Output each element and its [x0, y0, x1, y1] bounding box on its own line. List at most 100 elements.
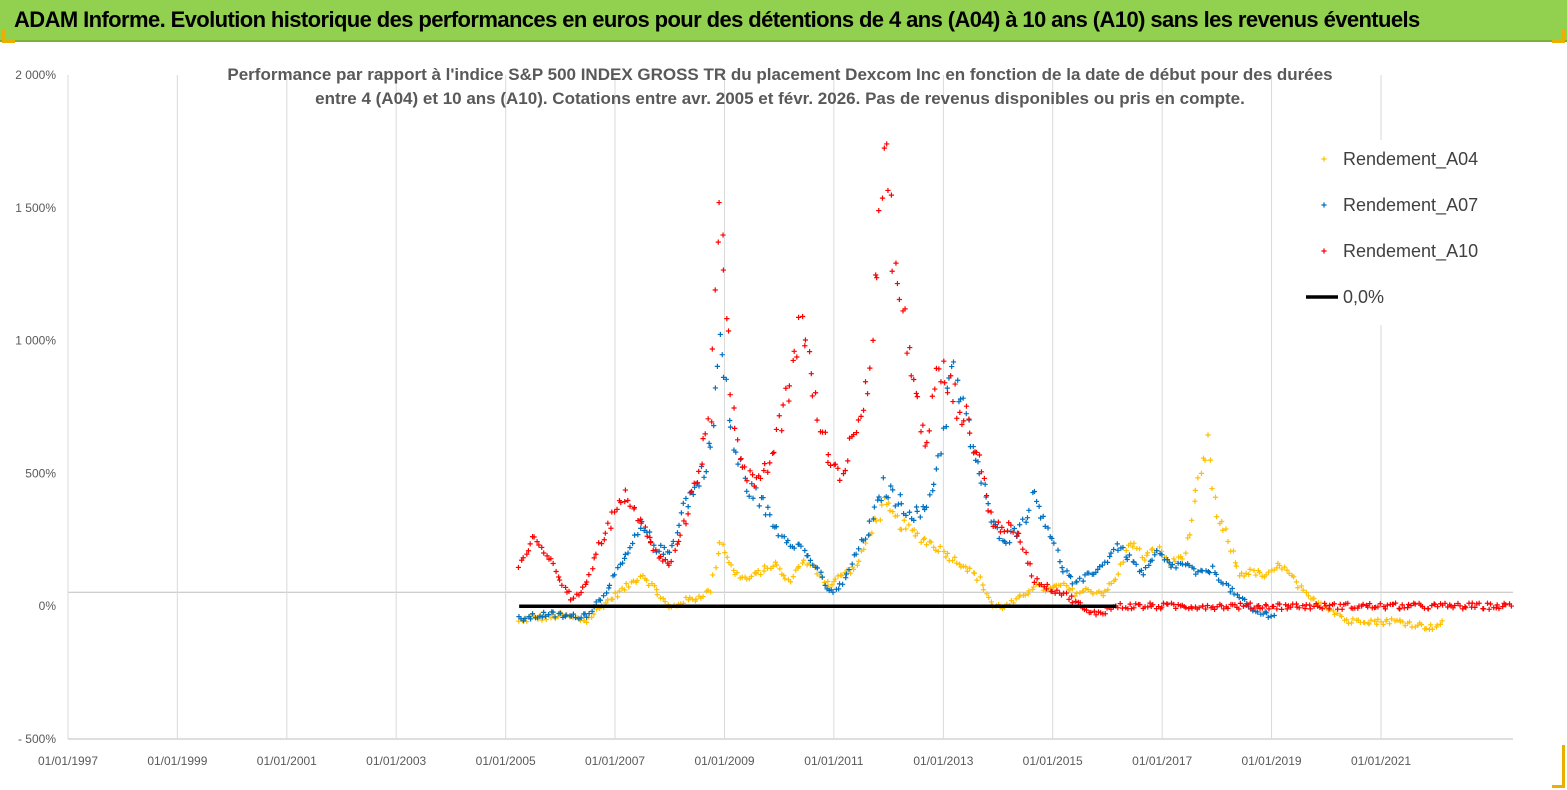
data-point	[850, 431, 857, 438]
data-point	[1142, 565, 1149, 571]
data-point	[898, 527, 905, 533]
data-point	[723, 376, 729, 382]
x-tick-label: 01/01/2015	[1023, 754, 1083, 768]
data-point	[903, 526, 909, 532]
data-point	[1206, 570, 1213, 576]
data-point	[985, 501, 991, 507]
data-point	[822, 429, 828, 435]
data-point	[949, 558, 956, 564]
data-point	[893, 260, 899, 266]
data-point	[866, 518, 873, 524]
data-point	[996, 535, 1002, 542]
data-point	[1034, 576, 1040, 582]
data-point	[747, 468, 753, 474]
data-point	[1225, 582, 1232, 588]
data-point	[839, 572, 845, 579]
data-point	[589, 608, 595, 614]
data-point	[1256, 602, 1262, 609]
data-point	[967, 430, 973, 436]
data-point	[1399, 602, 1405, 608]
data-point	[926, 428, 932, 434]
data-point	[1120, 544, 1126, 551]
data-point	[1020, 546, 1026, 552]
data-point	[1105, 587, 1111, 593]
data-point	[558, 610, 564, 616]
data-point	[1423, 626, 1429, 632]
data-point	[1439, 618, 1445, 624]
data-point	[869, 530, 875, 536]
data-point	[658, 542, 664, 548]
data-point	[710, 572, 716, 578]
data-point	[606, 585, 612, 591]
data-point	[1388, 616, 1395, 622]
data-point	[876, 494, 882, 500]
chart-title: Performance par rapport à l'indice S&P 5…	[227, 65, 1332, 108]
data-point	[1133, 601, 1139, 607]
data-point	[1397, 606, 1403, 612]
data-point	[1313, 600, 1319, 607]
data-point	[935, 548, 941, 555]
data-point	[578, 589, 584, 596]
data-point	[539, 544, 545, 551]
data-point	[959, 421, 965, 428]
report-title: ADAM Informe. Evolution historique des p…	[14, 7, 1420, 32]
data-point	[941, 548, 947, 555]
data-point	[761, 563, 768, 569]
data-point	[814, 417, 820, 423]
data-point	[1038, 582, 1044, 588]
data-point	[956, 399, 962, 405]
data-point	[961, 418, 967, 424]
data-point	[765, 504, 771, 510]
data-point	[1437, 621, 1443, 627]
data-point	[611, 572, 618, 578]
data-point	[1030, 584, 1037, 590]
data-point	[1069, 581, 1075, 587]
data-point	[1031, 579, 1037, 585]
data-point	[1139, 554, 1145, 561]
data-point	[622, 551, 628, 557]
data-point	[1038, 515, 1044, 521]
data-point	[973, 449, 980, 456]
data-point	[897, 492, 903, 498]
data-point	[1281, 564, 1288, 570]
data-point	[1248, 606, 1254, 612]
data-point	[728, 562, 734, 568]
data-point	[1257, 569, 1263, 576]
data-point	[960, 395, 966, 401]
data-point	[1227, 589, 1233, 595]
data-point	[727, 392, 733, 398]
data-point	[1114, 541, 1120, 547]
data-point	[1295, 584, 1301, 591]
data-point	[978, 469, 985, 475]
data-point	[693, 596, 699, 602]
data-point	[544, 553, 550, 559]
data-point	[1375, 616, 1381, 622]
data-point	[944, 390, 951, 396]
data-point	[1396, 605, 1402, 611]
data-point	[1418, 621, 1425, 628]
data-point	[611, 509, 618, 515]
data-point	[1428, 622, 1434, 628]
data-point	[635, 518, 641, 524]
data-point	[786, 398, 792, 404]
data-point	[1150, 546, 1156, 552]
data-point	[858, 413, 864, 419]
data-point	[647, 529, 653, 535]
data-point	[615, 565, 621, 571]
data-point	[888, 192, 895, 198]
data-point	[1241, 573, 1247, 579]
data-point	[1183, 605, 1189, 611]
data-point	[798, 543, 804, 549]
data-point	[1020, 516, 1026, 522]
data-point	[981, 475, 987, 482]
data-point	[748, 573, 754, 580]
data-point	[1367, 601, 1373, 607]
data-point	[1093, 612, 1099, 618]
data-point	[1225, 605, 1231, 611]
data-point	[520, 555, 526, 561]
data-point	[1192, 487, 1198, 493]
data-point	[522, 615, 528, 621]
data-point	[950, 398, 956, 405]
data-point	[1406, 619, 1413, 625]
y-tick-label: 1 000%	[15, 334, 56, 348]
